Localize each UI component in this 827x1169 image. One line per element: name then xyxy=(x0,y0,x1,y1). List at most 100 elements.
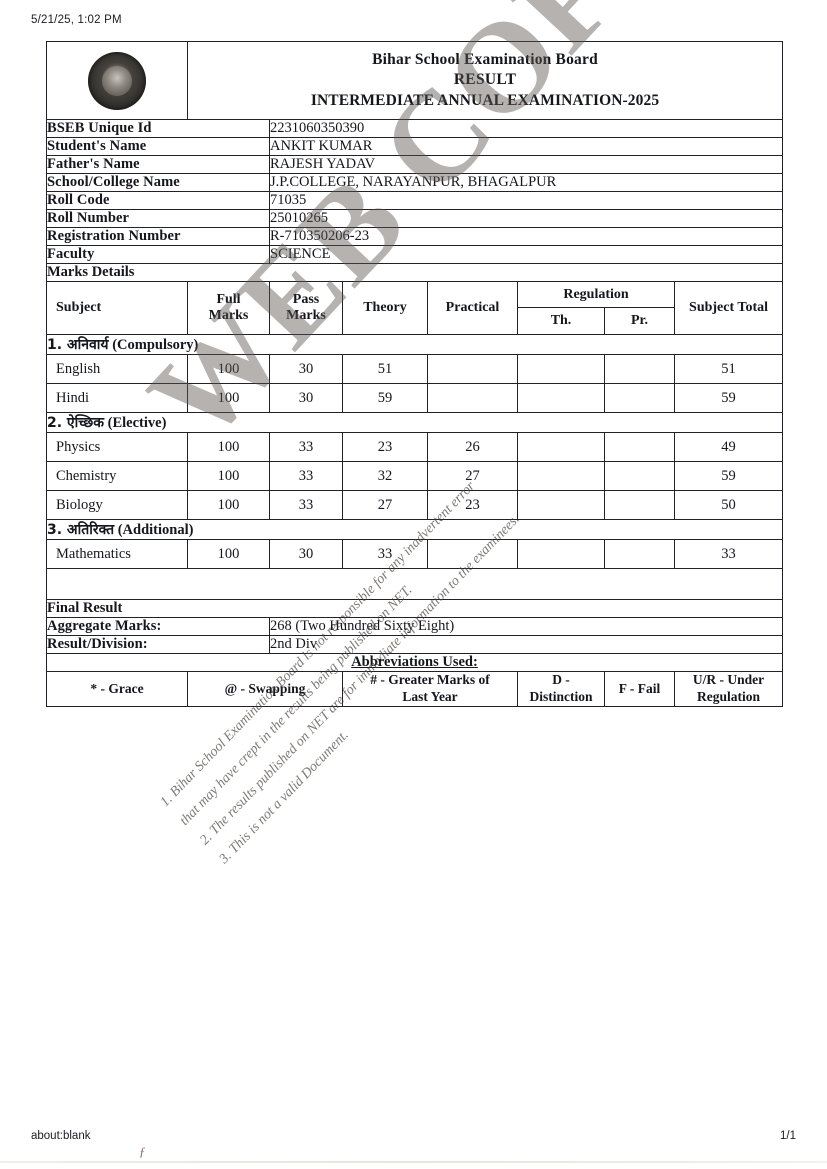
cell-pass-marks: 30 xyxy=(269,383,343,413)
cell-reg-th xyxy=(517,383,605,413)
cell-subject: Biology xyxy=(46,490,188,520)
masthead-row: Bihar School Examination Board RESULT IN… xyxy=(46,41,784,120)
cell-reg-th xyxy=(517,461,605,491)
abbreviations-title-row: Abbreviations Used: xyxy=(45,653,784,672)
info-label: Student's Name xyxy=(46,137,270,156)
cell-subject: Hindi xyxy=(46,383,188,413)
board-name: Bihar School Examination Board xyxy=(372,50,598,68)
group-title: 3. अतिरिक्त (Additional) xyxy=(45,519,784,540)
col-header-regulation-pr: Pr. xyxy=(604,307,675,335)
cell-full-marks: 100 xyxy=(187,383,270,413)
abbr-grace: * - Grace xyxy=(46,671,188,707)
group-title-hindi: 1. अनिवार्य xyxy=(47,337,109,353)
cell-full-marks: 100 xyxy=(187,432,270,462)
table-row: Physics 100 33 23 26 49 xyxy=(46,432,784,462)
cell-reg-pr xyxy=(604,383,675,413)
info-label: BSEB Unique Id xyxy=(46,119,270,138)
abbr-line1: F - Fail xyxy=(618,680,661,696)
info-label: Roll Code xyxy=(46,191,270,210)
table-row: Biology 100 33 27 23 50 xyxy=(46,490,784,520)
abbr-line1: D - xyxy=(552,672,570,688)
cell-practical xyxy=(427,539,518,569)
spacer-row xyxy=(45,568,784,600)
info-label: Father's Name xyxy=(46,155,270,174)
cell-subject: Physics xyxy=(46,432,188,462)
marks-header-row-top: Subject Full Marks Pass Marks Theory Pra… xyxy=(46,281,784,335)
spacer-cell xyxy=(45,568,784,600)
cell-practical: 27 xyxy=(427,461,518,491)
col-header-practical: Practical xyxy=(427,281,518,335)
cell-subject-total: 49 xyxy=(673,432,784,462)
cell-subject-total: 59 xyxy=(673,461,784,491)
full-marks-line2: Marks xyxy=(208,308,249,323)
pass-marks-line2: Marks xyxy=(286,308,326,323)
table-row: Chemistry 100 33 32 27 59 xyxy=(46,461,784,491)
abbreviations-row: * - Grace @ - Swapping # - Greater Marks… xyxy=(46,671,784,707)
cell-practical: 26 xyxy=(427,432,518,462)
cell-subject: Mathematics xyxy=(46,539,188,569)
info-row-student-name: Student's Name ANKIT KUMAR xyxy=(46,137,784,156)
col-header-regulation: Regulation xyxy=(517,281,675,308)
footer-url: about:blank xyxy=(31,1130,91,1142)
col-header-regulation-th: Th. xyxy=(517,307,605,335)
abbr-line1: U/R - Under xyxy=(692,672,765,688)
table-row: Hindi 100 30 59 59 xyxy=(46,383,784,413)
result-division-row: Result/Division: 2nd Div xyxy=(46,635,784,654)
cell-full-marks: 100 xyxy=(187,354,270,384)
cell-reg-pr xyxy=(604,490,675,520)
cell-reg-pr xyxy=(604,461,675,491)
col-header-subject: Subject xyxy=(46,281,188,335)
cell-subject-total: 51 xyxy=(673,354,784,384)
info-row-father-name: Father's Name RAJESH YADAV xyxy=(46,155,784,174)
group-title-english: (Additional) xyxy=(117,522,194,538)
result-document-table: Bihar School Examination Board RESULT IN… xyxy=(45,41,784,707)
stray-scan-mark: ƒ xyxy=(139,1144,146,1159)
marks-details-title: Marks Details xyxy=(45,263,784,282)
footer-page-number: 1/1 xyxy=(780,1130,796,1142)
abbr-distinction: D - Distinction xyxy=(517,671,605,707)
group-title-english: (Compulsory) xyxy=(112,337,199,353)
cell-reg-pr xyxy=(604,354,675,384)
abbr-line1: @ - Swapping xyxy=(224,680,306,696)
cell-reg-th xyxy=(517,490,605,520)
cell-subject-total: 33 xyxy=(673,539,784,569)
info-label: Faculty xyxy=(46,245,270,264)
cell-full-marks: 100 xyxy=(187,539,270,569)
subject-group-header-elective: 2. ऐच्छिक (Elective) xyxy=(45,412,784,433)
info-label: Roll Number xyxy=(46,209,270,228)
abbr-line1: * - Grace xyxy=(90,680,144,696)
info-row-unique-id: BSEB Unique Id 2231060350390 xyxy=(46,119,784,138)
group-title-hindi: 2. ऐच्छिक xyxy=(47,415,105,431)
abbr-greater-marks: # - Greater Marks of Last Year xyxy=(342,671,518,707)
subject-group-header-additional: 3. अतिरिक्त (Additional) xyxy=(45,519,784,540)
masthead-title: Bihar School Examination Board RESULT IN… xyxy=(186,41,784,120)
cell-theory: 51 xyxy=(342,354,428,384)
abbr-line2: Regulation xyxy=(697,689,761,704)
col-header-subject-total: Subject Total xyxy=(673,281,784,335)
group-title: 1. अनिवार्य (Compulsory) xyxy=(45,334,784,355)
info-value: ANKIT KUMAR xyxy=(268,137,784,156)
cell-theory: 59 xyxy=(342,383,428,413)
cell-theory: 32 xyxy=(342,461,428,491)
full-marks-line1: Full xyxy=(216,292,241,307)
abbr-swapping: @ - Swapping xyxy=(187,671,343,707)
result-division-label: Result/Division: xyxy=(46,635,270,654)
info-label: School/College Name xyxy=(46,173,270,192)
abbr-line2: Last Year xyxy=(402,689,458,704)
abbr-fail: F - Fail xyxy=(604,671,675,707)
cell-theory: 23 xyxy=(342,432,428,462)
table-row: Mathematics 100 30 33 33 xyxy=(46,539,784,569)
cell-pass-marks: 33 xyxy=(269,432,343,462)
cell-practical xyxy=(427,354,518,384)
bseb-seal-icon xyxy=(88,51,146,110)
info-value: 2231060350390 xyxy=(268,119,784,138)
final-result-bar: Final Result xyxy=(45,599,784,618)
abbr-under-regulation: U/R - Under Regulation xyxy=(673,671,784,707)
cell-full-marks: 100 xyxy=(187,461,270,491)
cell-full-marks: 100 xyxy=(187,490,270,520)
abbr-line1: # - Greater Marks of xyxy=(370,672,490,688)
info-value: 25010265 xyxy=(268,209,784,228)
aggregate-marks-label: Aggregate Marks: xyxy=(46,617,270,636)
group-title: 2. ऐच्छिक (Elective) xyxy=(45,412,784,433)
cell-practical: 23 xyxy=(427,490,518,520)
